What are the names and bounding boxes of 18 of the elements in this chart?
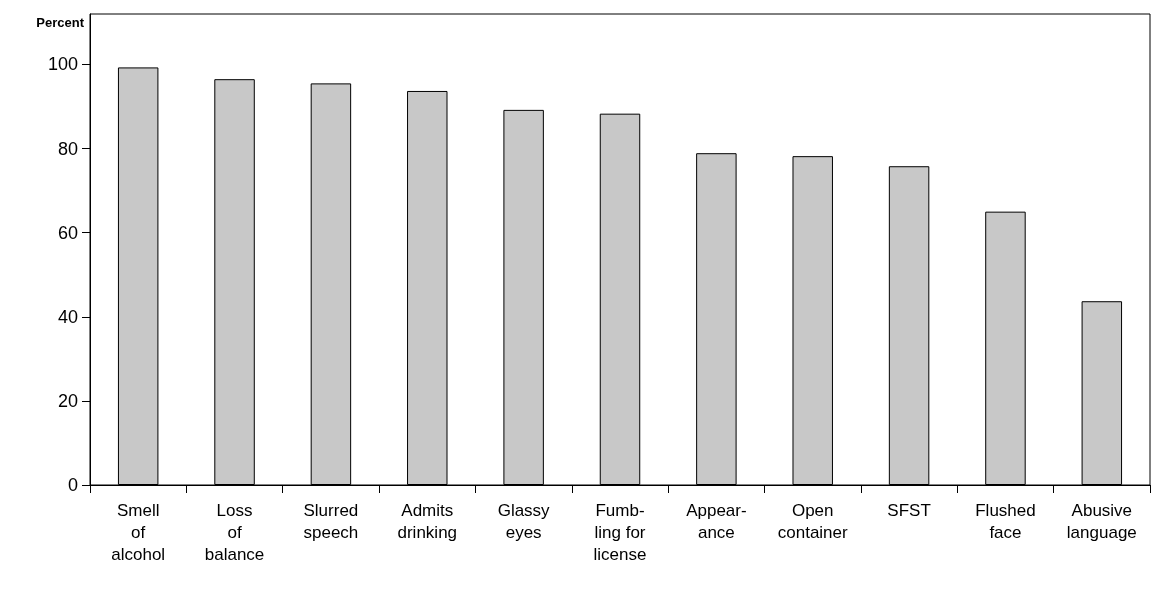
y-axis-title: Percent <box>36 15 85 30</box>
y-tick-label: 80 <box>57 138 78 159</box>
x-tick-label: Admits drinking <box>397 500 458 542</box>
x-tick-label: Fumb- ling for license <box>593 500 647 564</box>
y-tick-label: 20 <box>57 390 78 411</box>
y-tick-label: 0 <box>67 475 78 495</box>
y-tick-label: 100 <box>47 54 78 75</box>
x-tick-label: Loss of balance <box>204 500 265 564</box>
y-tick-label: 40 <box>57 306 78 327</box>
y-tick-label: 60 <box>57 222 78 243</box>
x-tick-label: Appear- ance <box>686 500 747 542</box>
x-tick-label: Glassy eyes <box>497 500 551 542</box>
x-tick-label: SFST <box>887 500 931 520</box>
x-tick-label: Slurred speech <box>303 500 359 542</box>
x-tick-label: Smell of alcohol <box>111 500 166 564</box>
x-tick-label: Flushed face <box>975 500 1036 542</box>
x-tick-label: Open container <box>777 500 849 542</box>
x-tick-label: Abusive language <box>1066 500 1137 542</box>
